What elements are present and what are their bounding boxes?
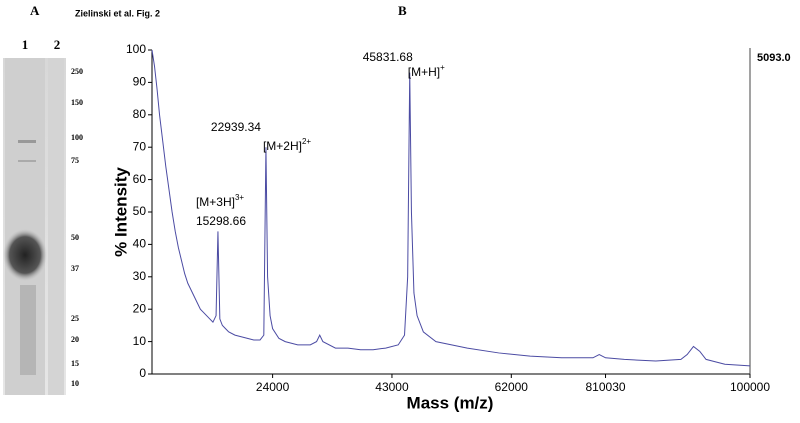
y-axis-title: % Intensity [111,167,130,257]
annotation-text: [M+3H] [196,195,235,209]
marker-label: 100 [71,133,83,142]
x-tick-label: 24000 [256,380,290,394]
annotation-text: [M+H] [408,65,440,79]
y-tick-label: 80 [133,107,147,121]
annotation-sup: 2+ [302,137,311,146]
y-tick-label: 90 [133,75,147,89]
y-tick-label: 20 [133,301,147,315]
annotation: 15298.66 [196,214,246,228]
gel-band [18,140,36,143]
annotation-text: 22939.34 [211,120,261,134]
annotation: [M+3H]3+ [196,193,244,209]
panel-label: A [30,3,40,18]
figure-title: Zielinski et al. Fig. 2 [75,8,160,18]
gel-band [3,229,47,281]
lane-label: 1 [22,37,29,52]
y-tick-label: 100 [126,42,146,56]
panel-label: B [398,3,407,18]
annotation-text: [M+2H] [263,139,302,153]
marker-label: 50 [71,233,79,242]
annotation: 22939.34 [211,120,261,134]
y-tick-label: 60 [133,172,147,186]
gel-band [20,285,36,375]
annotation: [M+H]+ [408,63,445,79]
y-tick-label: 0 [139,366,146,380]
marker-label: 25 [71,314,79,323]
marker-label: 250 [71,67,83,76]
x-tick-label: 43000 [375,380,409,394]
x-tick-label: 100000 [730,380,770,394]
y-tick-label: 40 [133,237,147,251]
y-tick-label: 30 [133,269,147,283]
y-tick-label: 10 [133,334,147,348]
marker-label: 75 [71,156,79,165]
annotation-text: 15298.66 [196,214,246,228]
x-tick-label: 62000 [495,380,529,394]
corner-label: 5093.0 [757,52,791,64]
marker-label: 10 [71,379,79,388]
gel-lane [48,58,64,395]
x-tick-label: 810030 [586,380,626,394]
annotation: 45831.68 [363,50,413,64]
marker-label: 20 [71,335,79,344]
annotation-sup: + [440,63,445,72]
annotation: [M+2H]2+ [263,137,311,153]
y-tick-label: 50 [133,204,147,218]
gel-band [18,160,36,162]
gel [3,58,66,395]
y-tick-label: 70 [133,139,147,153]
x-axis-title: Mass (m/z) [407,393,494,412]
spectrum-line [151,49,751,367]
marker-label: 15 [71,359,79,368]
marker-label: 150 [71,98,83,107]
lane-label: 2 [54,37,61,52]
marker-label: 37 [71,264,79,273]
annotation-text: 45831.68 [363,50,413,64]
annotation-sup: 3+ [235,193,244,202]
